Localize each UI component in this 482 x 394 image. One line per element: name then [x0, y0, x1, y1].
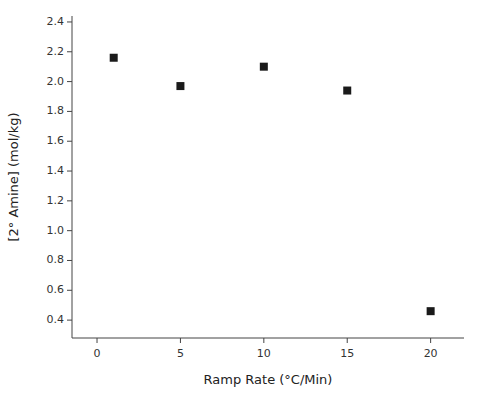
y-axis-label: [2° Amine] (mol/kg)	[6, 112, 21, 241]
tick-label: 1.6	[47, 134, 65, 147]
axis-line	[72, 16, 73, 338]
point	[343, 87, 351, 95]
point	[110, 54, 118, 62]
tick-mark	[67, 230, 72, 231]
tick-mark	[180, 338, 181, 343]
tick-mark	[67, 320, 72, 321]
tick-label: 20	[424, 347, 438, 360]
tick-mark	[67, 171, 72, 172]
point	[427, 307, 435, 315]
tick-label: 1.4	[47, 164, 65, 177]
tick-label: 0.8	[47, 253, 65, 266]
points	[110, 54, 435, 315]
tick-mark	[67, 290, 72, 291]
tick-label: 5	[177, 347, 184, 360]
chart-container: 0.4 0.6 0.8 1.0 1.2 1.4 1.6 1.8 2.0 2.2 2.4 0 5 10 15 2…	[0, 0, 482, 394]
x-axis-label: Ramp Rate (°C/Min)	[204, 372, 333, 387]
chart: 0.4 0.6 0.8 1.0 1.2 1.4 1.6 1.8 2.0 2.2 2.4 0 5 10 15 2…	[0, 0, 482, 394]
tick-label: 0	[94, 347, 101, 360]
tick-label: 10	[257, 347, 271, 360]
x-axis: 0 5 10 15 20	[72, 338, 464, 360]
point	[176, 82, 184, 90]
point	[260, 63, 268, 71]
tick-mark	[97, 338, 98, 343]
tick-label: 2.2	[47, 45, 65, 58]
tick-mark	[263, 338, 264, 343]
tick-label: 0.6	[47, 283, 65, 296]
tick-mark	[67, 141, 72, 142]
tick-mark	[67, 111, 72, 112]
axis-line	[72, 338, 464, 339]
tick-label: 1.2	[47, 194, 65, 207]
tick-label: 15	[340, 347, 354, 360]
tick-mark	[67, 81, 72, 82]
tick-mark	[67, 21, 72, 22]
tick-label: 0.4	[47, 313, 65, 326]
y-axis: 0.4 0.6 0.8 1.0 1.2 1.4 1.6 1.8 2.0 2.2 2.4	[47, 15, 73, 338]
tick-mark	[67, 200, 72, 201]
tick-label: 1.8	[47, 104, 65, 117]
tick-label: 2.0	[47, 75, 65, 88]
tick-label: 2.4	[47, 15, 65, 28]
tick-mark	[347, 338, 348, 343]
tick-mark	[430, 338, 431, 343]
tick-mark	[67, 260, 72, 261]
tick-mark	[67, 51, 72, 52]
tick-label: 1.0	[47, 224, 65, 237]
